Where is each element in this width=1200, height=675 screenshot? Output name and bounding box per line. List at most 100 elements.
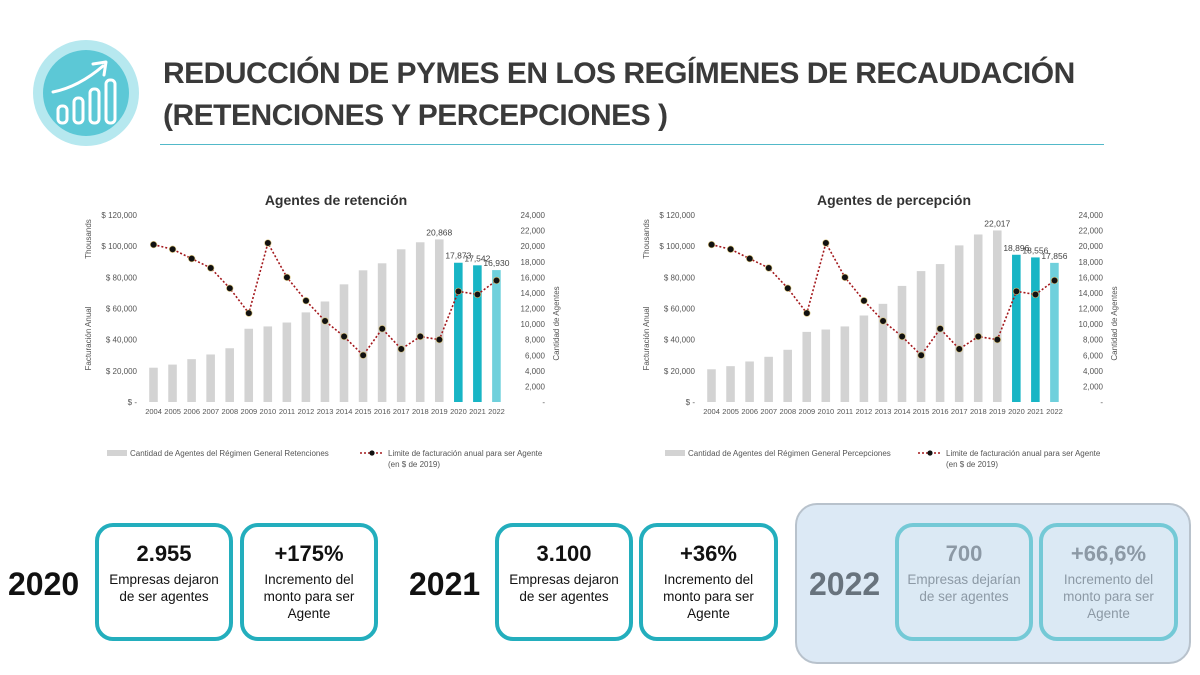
limit-point-2004 (149, 241, 158, 249)
year-label-2020: 2020 (8, 566, 80, 602)
left-axis-label: Facturación Anual (642, 306, 651, 370)
limit-point-2010 (264, 239, 272, 247)
bar-2013 (320, 301, 330, 402)
limit-point-2022 (1050, 276, 1059, 285)
x-tick-label: 2018 (970, 407, 987, 416)
bar-data-label: 17,542 (464, 253, 490, 263)
bar-2016 (377, 263, 387, 402)
limit-point-2007 (765, 264, 773, 272)
x-tick-label: 2014 (894, 407, 911, 416)
limit-point-2006 (188, 255, 196, 263)
bar-2007 (764, 356, 773, 402)
left-axis-units: Thousands (84, 219, 93, 259)
x-tick-label: 2012 (856, 407, 873, 416)
bar-2018 (415, 242, 425, 402)
limit-point-2020 (454, 287, 463, 295)
limit-point-2008 (784, 284, 792, 292)
bar-2011 (282, 322, 292, 402)
limit-point-2018 (416, 332, 424, 341)
bar-data-label: 17,856 (1041, 251, 1067, 261)
bar-2007 (206, 354, 215, 402)
x-tick-label: 2007 (760, 407, 777, 416)
bar-2015 (358, 270, 368, 402)
limit-point-2020 (1012, 287, 1021, 295)
bar-2012 (301, 312, 311, 402)
bar-2010 (821, 329, 831, 402)
bar-data-label: 18,896 (1003, 243, 1029, 253)
growth-chart-icon (33, 40, 139, 146)
left-tick-label: $ - (686, 398, 696, 407)
limit-point-2009 (803, 309, 811, 317)
left-tick-label: $ 20,000 (106, 367, 138, 376)
card-2022-incremento: +66,6% Incremento del monto para ser Age… (1039, 523, 1178, 641)
bar-2010 (263, 326, 273, 402)
chart-title: Agentes de retención (265, 192, 407, 208)
left-tick-label: $ 120,000 (101, 211, 137, 220)
right-tick-label: - (542, 398, 545, 407)
right-tick-label: 18,000 (521, 258, 546, 267)
bar-data-label: 22,017 (984, 218, 1010, 228)
limit-point-2018 (974, 332, 982, 341)
left-tick-label: $ 100,000 (659, 242, 695, 251)
left-tick-label: $ 80,000 (664, 273, 696, 282)
legend-line-label: Limite de facturación anual para ser Age… (946, 449, 1101, 458)
bar-data-label: 17,873 (445, 251, 471, 261)
right-tick-label: 24,000 (521, 211, 546, 220)
bar-2004 (149, 367, 158, 402)
limit-point-2015 (359, 351, 367, 359)
card-caption: Empresas dejarían de ser agentes (907, 572, 1021, 604)
bar-2015 (916, 271, 926, 402)
x-tick-label: 2015 (913, 407, 930, 416)
limit-point-2011 (841, 273, 849, 281)
card-2020-incremento: +175% Incremento del monto para ser Agen… (240, 523, 378, 641)
right-tick-label: 2,000 (525, 382, 546, 391)
x-tick-label: 2008 (779, 407, 796, 416)
x-tick-label: 2005 (722, 407, 739, 416)
limit-point-2019 (435, 336, 443, 344)
bar-2013 (878, 303, 888, 402)
limit-point-2021 (1031, 290, 1040, 299)
bar-2014 (897, 285, 907, 402)
right-tick-label: 18,000 (1079, 258, 1104, 267)
left-tick-label: $ 120,000 (659, 211, 695, 220)
x-tick-label: 2022 (1046, 407, 1063, 416)
x-tick-label: 2015 (355, 407, 372, 416)
card-value: 2.955 (136, 541, 192, 566)
chart-retencion-svg: Agentes de retención $ - $ 20,000 $ 40,000 $… (84, 192, 561, 469)
right-tick-label: 4,000 (1083, 367, 1104, 376)
bar-2018 (973, 234, 983, 402)
right-axis-label: Cantidad de Agentes (552, 286, 561, 360)
chart-percepcion-svg: Agentes de percepción $ - $ 20,000 $ 40,000… (642, 192, 1119, 469)
limit-point-2004 (707, 241, 716, 249)
x-tick-label: 2021 (469, 407, 486, 416)
bar-2006 (745, 361, 754, 402)
right-tick-label: 22,000 (1079, 227, 1104, 236)
x-tick-label: 2021 (1027, 407, 1044, 416)
limit-point-2016 (936, 325, 944, 333)
bar-2004 (707, 369, 716, 402)
limit-point-2013 (321, 317, 329, 325)
bar-2014 (339, 284, 349, 402)
legend-bar-label: Cantidad de Agentes del Régimen General … (688, 449, 891, 458)
right-axis-label: Cantidad de Agentes (1110, 286, 1119, 360)
x-tick-label: 2011 (837, 407, 853, 416)
bar-data-label: 20,868 (426, 227, 452, 237)
legend-line-marker (927, 450, 933, 456)
legend-bar-label: Cantidad de Agentes del Régimen General … (130, 449, 329, 458)
x-tick-label: 2005 (164, 407, 181, 416)
x-tick-label: 2020 (450, 407, 467, 416)
x-tick-label: 2006 (183, 407, 200, 416)
x-tick-label: 2019 (989, 407, 1006, 416)
right-tick-label: 6,000 (525, 351, 546, 360)
right-tick-label: 10,000 (521, 320, 546, 329)
bar-2009 (244, 328, 254, 402)
x-tick-label: 2013 (875, 407, 892, 416)
card-value: 3.100 (536, 541, 592, 566)
bar-2020 (1012, 254, 1021, 402)
limit-point-2007 (207, 264, 215, 272)
card-caption: Empresas dejaron de ser agentes (509, 572, 619, 604)
card-value: +66,6% (1070, 541, 1147, 566)
bar-2008 (225, 348, 234, 402)
right-tick-label: 20,000 (521, 242, 546, 251)
year-label-2021: 2021 (409, 566, 481, 602)
